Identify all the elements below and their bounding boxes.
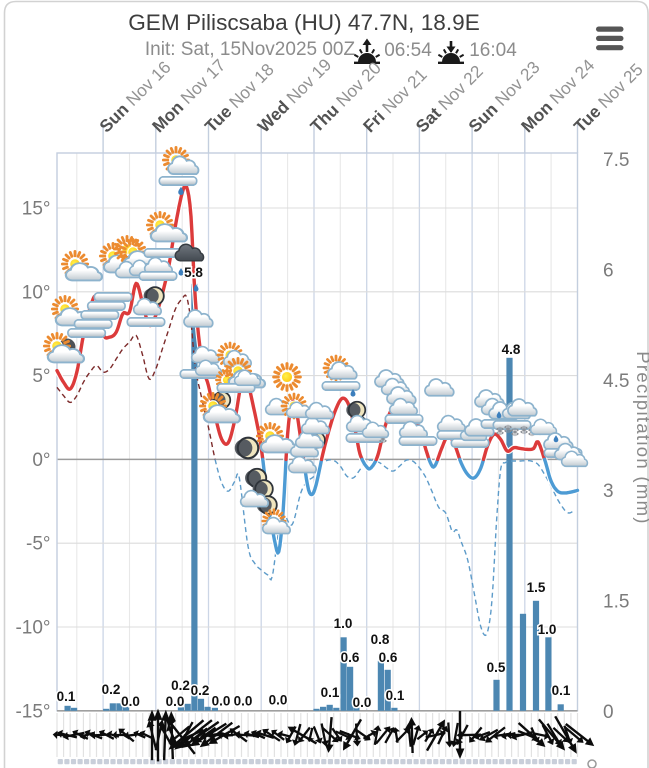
svg-text:Precipitation (mm): Precipitation (mm) xyxy=(633,351,649,525)
svg-text:GEM Piliscsaba (HU) 47.7N, 18.: GEM Piliscsaba (HU) 47.7N, 18.9E xyxy=(128,10,480,35)
svg-text:-10°: -10° xyxy=(15,618,50,639)
svg-text:0.0: 0.0 xyxy=(166,694,185,709)
svg-text:7.5: 7.5 xyxy=(603,150,629,171)
svg-text:15°: 15° xyxy=(22,199,51,220)
svg-text:0.0: 0.0 xyxy=(269,693,288,708)
svg-text:1.0: 1.0 xyxy=(334,616,353,631)
svg-text:0.5: 0.5 xyxy=(487,660,506,675)
svg-text:3: 3 xyxy=(603,481,614,502)
svg-text:10°: 10° xyxy=(22,282,51,303)
svg-text:Init: Sat, 15Nov2025 00Z: Init: Sat, 15Nov2025 00Z xyxy=(145,39,356,60)
svg-text:4.5: 4.5 xyxy=(603,371,629,392)
svg-text:-5°: -5° xyxy=(26,534,51,555)
svg-text:5.8: 5.8 xyxy=(184,265,203,280)
svg-text:0.6: 0.6 xyxy=(341,650,360,665)
svg-text:0.1: 0.1 xyxy=(57,689,76,704)
svg-text:0.1: 0.1 xyxy=(386,688,405,703)
svg-text:0.0: 0.0 xyxy=(353,695,372,710)
svg-text:0.0: 0.0 xyxy=(121,694,140,709)
svg-text:0.0: 0.0 xyxy=(234,694,253,709)
svg-text:0: 0 xyxy=(603,702,614,723)
svg-text:-15°: -15° xyxy=(15,701,50,722)
svg-text:6: 6 xyxy=(603,261,614,282)
svg-text:06:54: 06:54 xyxy=(384,40,432,61)
svg-text:16:04: 16:04 xyxy=(469,40,517,61)
svg-text:0.1: 0.1 xyxy=(321,685,340,700)
svg-text:0.8: 0.8 xyxy=(371,632,390,647)
svg-text:4.8: 4.8 xyxy=(502,342,521,357)
svg-text:0°: 0° xyxy=(32,450,50,471)
svg-text:0.6: 0.6 xyxy=(379,650,398,665)
svg-text:0.2: 0.2 xyxy=(191,683,210,698)
svg-text:0.2: 0.2 xyxy=(171,678,190,693)
svg-text:0.2: 0.2 xyxy=(102,682,121,697)
svg-text:1.5: 1.5 xyxy=(603,592,629,613)
svg-text:1.5: 1.5 xyxy=(527,580,546,595)
svg-text:5°: 5° xyxy=(32,366,50,387)
svg-text:0.1: 0.1 xyxy=(552,683,571,698)
svg-text:1.0: 1.0 xyxy=(538,622,557,637)
svg-text:0.0: 0.0 xyxy=(212,694,231,709)
